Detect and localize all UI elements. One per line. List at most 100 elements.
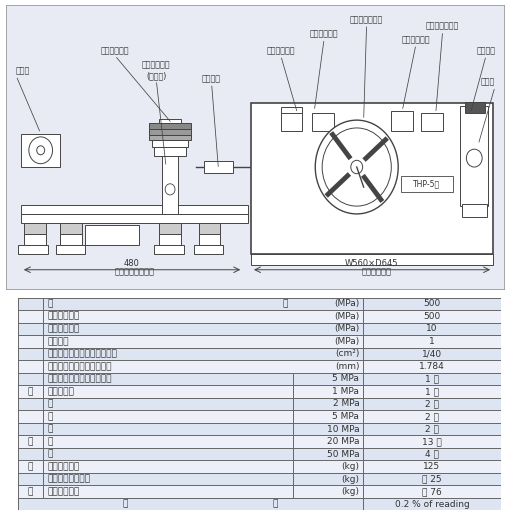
Bar bbox=[421, 113, 443, 131]
Text: 重: 重 bbox=[28, 387, 33, 396]
Bar bbox=[149, 129, 191, 134]
Bar bbox=[60, 234, 82, 245]
Text: 錘: 錘 bbox=[28, 437, 33, 446]
Bar bbox=[18, 498, 501, 510]
Text: 本体の総質量: 本体の総質量 bbox=[48, 487, 80, 496]
Text: 度: 度 bbox=[273, 500, 278, 509]
Bar bbox=[281, 111, 303, 131]
Text: 20 MPa: 20 MPa bbox=[327, 437, 359, 446]
Bar bbox=[18, 372, 501, 385]
Text: 重錘本体の総質量: 重錘本体の総質量 bbox=[48, 475, 91, 484]
Text: 水平調整ねじ
(２カ所): 水平調整ねじ (２カ所) bbox=[142, 61, 171, 80]
Bar bbox=[199, 223, 220, 234]
Text: (kg): (kg) bbox=[341, 475, 359, 484]
Text: 油ツボ弁: 油ツボ弁 bbox=[477, 46, 496, 55]
Bar bbox=[312, 113, 334, 131]
Bar bbox=[18, 436, 501, 448]
Text: 4 個: 4 個 bbox=[425, 449, 439, 459]
Text: (MPa): (MPa) bbox=[334, 312, 359, 321]
Bar bbox=[462, 204, 487, 218]
Text: 480: 480 bbox=[124, 259, 140, 267]
Text: 約 76: 約 76 bbox=[422, 487, 442, 496]
Text: 125: 125 bbox=[424, 462, 440, 471]
Text: (MPa): (MPa) bbox=[334, 299, 359, 308]
Text: 〃: 〃 bbox=[48, 449, 53, 459]
Text: 2 個: 2 個 bbox=[425, 425, 439, 433]
Circle shape bbox=[315, 120, 398, 214]
Bar bbox=[24, 223, 45, 234]
Bar bbox=[281, 107, 303, 113]
Bar bbox=[60, 223, 82, 234]
Text: (MPa): (MPa) bbox=[334, 324, 359, 333]
Bar bbox=[391, 111, 413, 131]
Bar bbox=[18, 335, 501, 348]
Text: ピストン・シリンダの直径: ピストン・シリンダの直径 bbox=[48, 362, 112, 371]
Circle shape bbox=[467, 149, 482, 167]
Text: 500: 500 bbox=[423, 299, 440, 308]
Text: 〃: 〃 bbox=[48, 437, 53, 446]
Bar bbox=[149, 134, 191, 140]
Text: ハンドポンプ: ハンドポンプ bbox=[361, 267, 391, 277]
Bar bbox=[18, 348, 501, 360]
Text: 1/40: 1/40 bbox=[422, 349, 442, 359]
Text: ピストン・シリンダ表示量: ピストン・シリンダ表示量 bbox=[48, 374, 112, 383]
Text: 13 個: 13 個 bbox=[422, 437, 442, 446]
Text: 5 MPa: 5 MPa bbox=[333, 374, 359, 383]
Bar bbox=[85, 225, 140, 245]
Bar bbox=[159, 119, 181, 124]
Bar bbox=[18, 448, 501, 460]
Text: 重錘表示量: 重錘表示量 bbox=[48, 387, 75, 396]
Text: 高圧側切換弁: 高圧側切換弁 bbox=[402, 35, 430, 44]
Text: 重: 重 bbox=[28, 462, 33, 471]
Text: (kg): (kg) bbox=[341, 462, 359, 471]
Bar bbox=[460, 106, 488, 206]
Circle shape bbox=[322, 128, 391, 206]
Text: 重錘の総質量: 重錘の総質量 bbox=[48, 462, 80, 471]
Text: 油ツボ: 油ツボ bbox=[481, 77, 495, 87]
Text: (cm²): (cm²) bbox=[335, 349, 359, 359]
Bar bbox=[18, 398, 501, 410]
Bar bbox=[24, 234, 45, 245]
Text: モータースイッチ: モータースイッチ bbox=[114, 267, 154, 277]
Bar bbox=[194, 245, 223, 254]
Text: 水準器: 水準器 bbox=[16, 67, 30, 75]
Text: 低圧側切換弁: 低圧側切換弁 bbox=[310, 30, 338, 38]
Text: 1 個: 1 個 bbox=[425, 374, 439, 383]
Text: 2 MPa: 2 MPa bbox=[333, 400, 359, 408]
Bar bbox=[152, 140, 188, 147]
Bar bbox=[251, 104, 493, 254]
Text: 圧: 圧 bbox=[48, 299, 53, 308]
Text: 1 個: 1 個 bbox=[425, 387, 439, 396]
Text: 2 個: 2 個 bbox=[425, 412, 439, 421]
Text: 〃: 〃 bbox=[48, 412, 53, 421]
Bar bbox=[21, 214, 248, 223]
Text: 50 MPa: 50 MPa bbox=[327, 449, 359, 459]
Bar bbox=[466, 102, 485, 113]
Bar bbox=[159, 223, 181, 234]
Bar bbox=[159, 234, 181, 245]
Text: 接続配管: 接続配管 bbox=[202, 74, 221, 83]
Text: 2 個: 2 個 bbox=[425, 400, 439, 408]
Bar bbox=[18, 485, 501, 498]
Bar bbox=[18, 410, 501, 423]
Text: 最小区分: 最小区分 bbox=[48, 337, 69, 346]
Bar bbox=[18, 385, 501, 398]
Bar bbox=[21, 133, 60, 167]
Bar bbox=[251, 254, 493, 265]
Text: 力: 力 bbox=[283, 299, 288, 308]
Text: 0.2 % of reading: 0.2 % of reading bbox=[394, 500, 469, 509]
Text: 5 MPa: 5 MPa bbox=[333, 412, 359, 421]
Bar bbox=[18, 298, 501, 310]
Bar bbox=[18, 473, 501, 485]
Bar bbox=[18, 423, 501, 436]
Circle shape bbox=[351, 161, 363, 174]
Text: 〃: 〃 bbox=[48, 400, 53, 408]
Text: ピストン・シリンダの断面積: ピストン・シリンダの断面積 bbox=[48, 349, 118, 359]
Text: (kg): (kg) bbox=[341, 487, 359, 496]
Text: (MPa): (MPa) bbox=[334, 337, 359, 346]
Text: (mm): (mm) bbox=[335, 362, 359, 371]
Text: 10 MPa: 10 MPa bbox=[327, 425, 359, 433]
Text: 最小測定圧力: 最小測定圧力 bbox=[48, 324, 80, 333]
Text: ピストン重錘: ピストン重錘 bbox=[101, 46, 129, 55]
Bar bbox=[18, 245, 48, 254]
